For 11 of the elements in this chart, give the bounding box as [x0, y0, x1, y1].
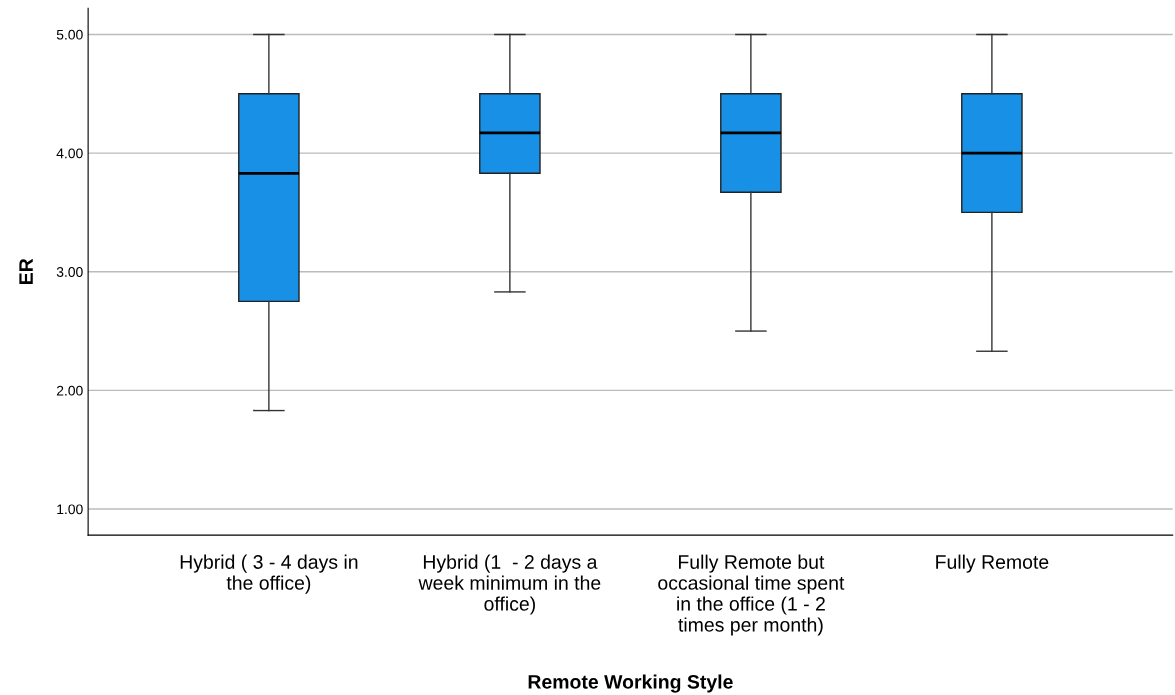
y-axis-title: ER	[19, 258, 33, 284]
x-tick-label: Hybrid (1 - 2 days a week minimum in the office)	[418, 554, 601, 615]
y-tick-label: 2.00	[56, 385, 83, 396]
y-tick-label: 4.00	[56, 148, 83, 159]
x-tick-label: Fully Remote	[936, 554, 1049, 573]
x-tick-label: Hybrid ( 3 - 4 days in the office)	[180, 554, 358, 594]
x-tick-label: Fully Remote but occasional time spent in the office (1 - 2 times per month)	[658, 554, 845, 636]
y-tick-label: 3.00	[56, 267, 83, 277]
x-axis-title: Remote Working Style	[528, 674, 733, 693]
y-tick-label: 5.00	[56, 29, 83, 40]
y-tick-label: 1.00	[57, 504, 83, 515]
